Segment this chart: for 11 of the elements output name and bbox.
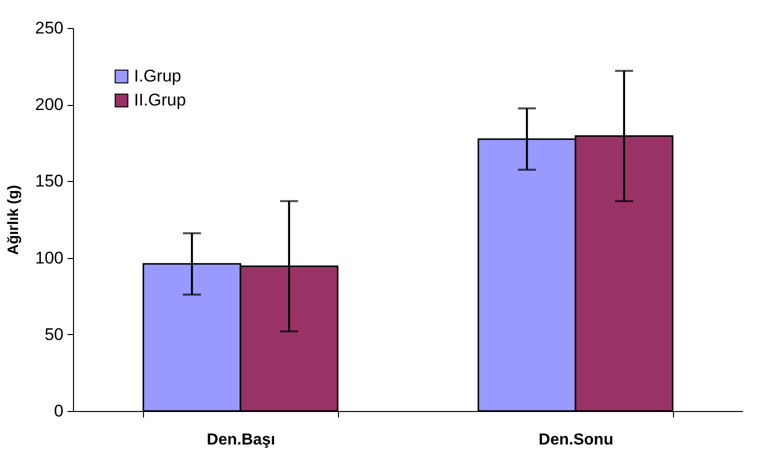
y-tick-label: 250	[35, 18, 64, 38]
x-tick-label: Den.Başı	[206, 432, 276, 448]
y-axis-title: Ağırlık (g)	[5, 185, 22, 255]
y-tick-label: 100	[35, 248, 64, 268]
y-tick-label: 0	[54, 402, 64, 420]
legend-label: I.Grup	[134, 66, 182, 86]
x-tick-label: Den.Sonu	[538, 432, 614, 448]
y-tick-label: 200	[35, 95, 64, 114]
y-tick-label: 50	[44, 324, 64, 344]
legend-label: II.Grup	[134, 90, 186, 110]
y-tick-label: 150	[35, 172, 64, 191]
